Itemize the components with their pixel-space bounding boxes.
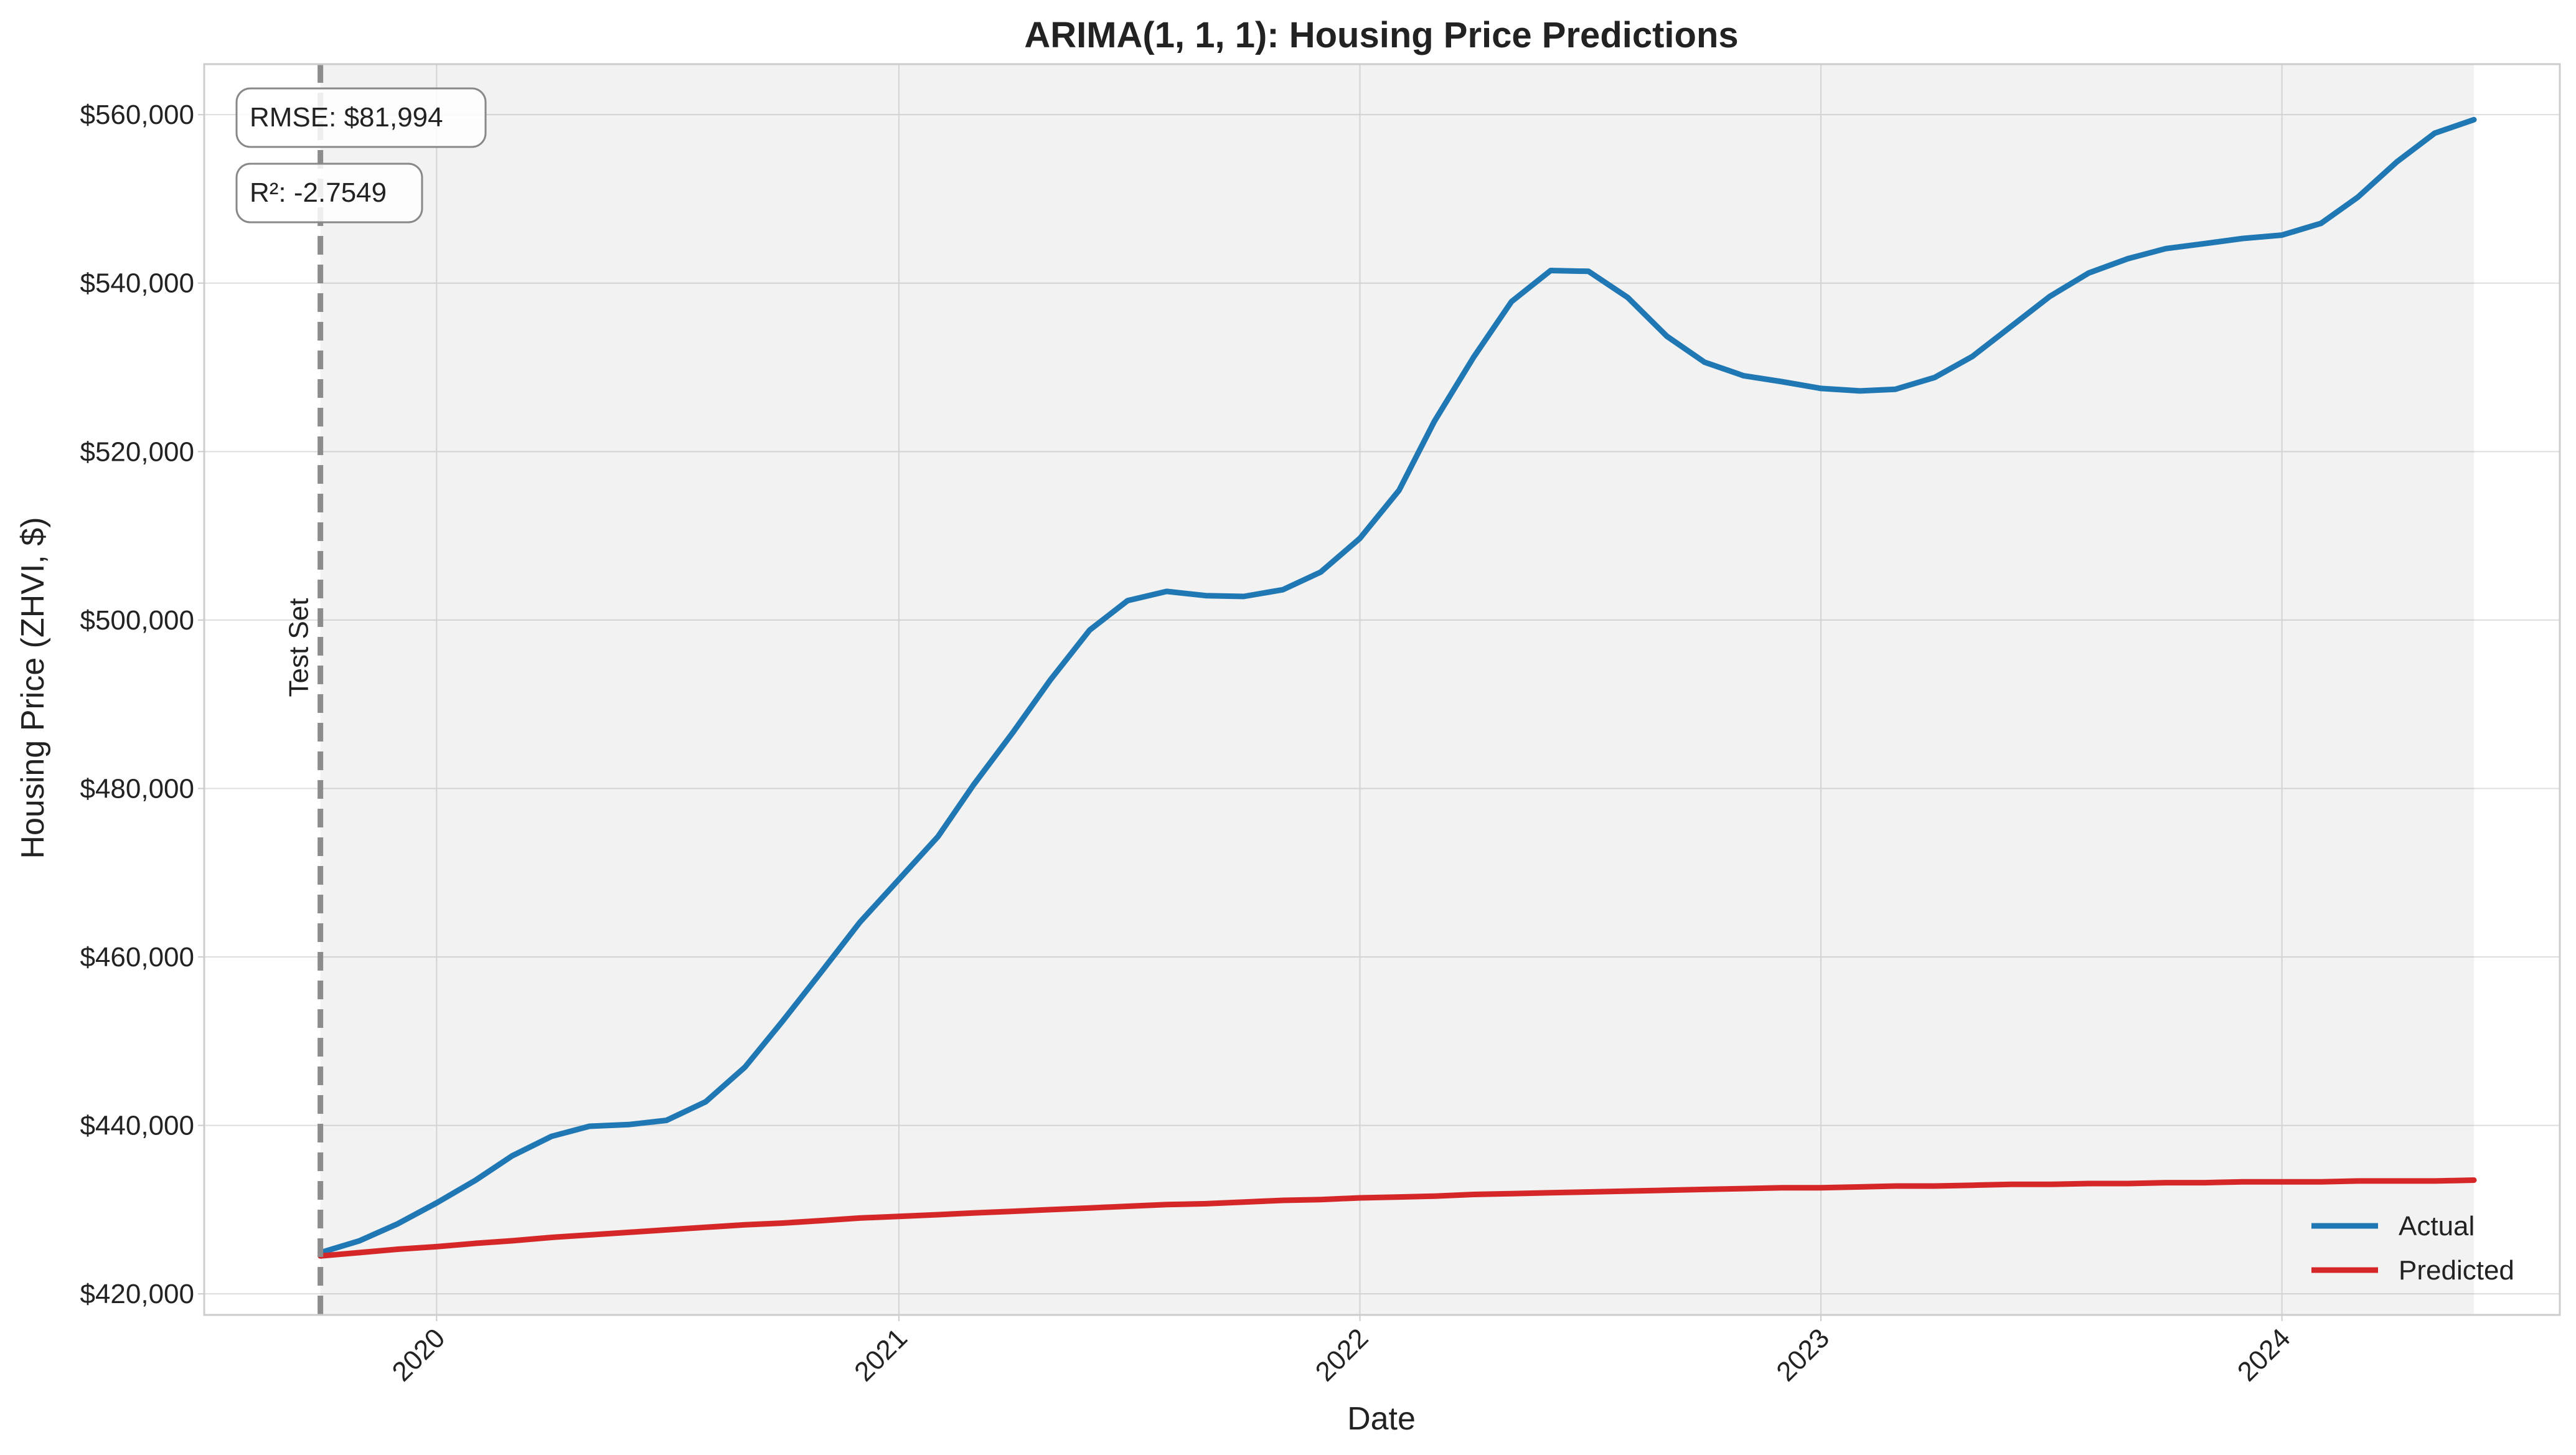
test-set-region bbox=[320, 64, 2475, 1315]
legend: Actual Predicted bbox=[2311, 1211, 2514, 1286]
rmse-text: RMSE: $81,994 bbox=[250, 102, 443, 133]
y-tick-label: $500,000 bbox=[80, 605, 194, 636]
x-axis-label: Date bbox=[1347, 1401, 1416, 1437]
y-tick-label: $420,000 bbox=[80, 1279, 194, 1309]
axes-frame bbox=[203, 63, 2561, 1316]
rmse-box bbox=[235, 87, 487, 148]
y-tick-label: $560,000 bbox=[80, 100, 194, 130]
axis-ticks: $420,000 $440,000 $460,000 $480,000 $500,000… bbox=[80, 100, 2296, 1387]
y-axis-label: Housing Price (ZHVI, $) bbox=[15, 517, 51, 859]
plot-area bbox=[204, 64, 2560, 1315]
y-tick-label: $540,000 bbox=[80, 268, 194, 299]
r2-box bbox=[235, 162, 423, 224]
chart-title: ARIMA(1, 1, 1): Housing Price Prediction… bbox=[1024, 15, 1738, 55]
y-tick-label: $460,000 bbox=[80, 942, 194, 972]
series-lines bbox=[317, 116, 2477, 1259]
gridlines bbox=[204, 64, 2560, 1315]
y-tick-label: $520,000 bbox=[80, 436, 194, 467]
r2-text: R²: -2.7549 bbox=[250, 177, 387, 208]
r2-annotation: R²: -2.7549 bbox=[235, 162, 423, 224]
test-set-label: Test Set bbox=[284, 598, 314, 697]
legend-label-predicted: Predicted bbox=[2399, 1255, 2514, 1286]
series-line-actual bbox=[317, 116, 2477, 1256]
test-set-shading bbox=[320, 64, 2475, 1315]
plot-background bbox=[204, 64, 2560, 1315]
legend-label-actual: Actual bbox=[2399, 1211, 2475, 1241]
axes-border bbox=[203, 63, 2561, 1316]
series-line-predicted bbox=[317, 1177, 2477, 1259]
y-tick-label: $480,000 bbox=[80, 773, 194, 804]
test-set-marker: Test Set bbox=[284, 64, 324, 1315]
y-tick-label: $440,000 bbox=[80, 1111, 194, 1141]
rmse-annotation: RMSE: $81,994 bbox=[235, 87, 487, 148]
